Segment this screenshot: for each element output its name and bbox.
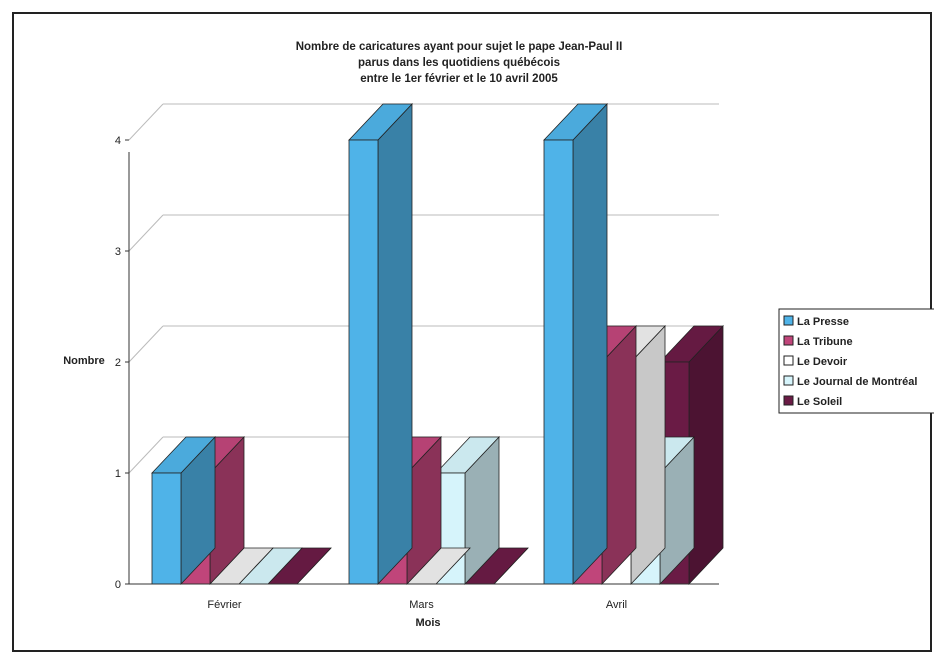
chart-frame: 0 1 2 3 4 Février Mars Avril Nombre de caricatu… [12,12,934,652]
legend-entry: La Presse [783,315,849,328]
y-axis-label: Nombre [63,355,105,367]
legend-swatch [783,335,794,346]
bar [348,102,413,586]
bar-front [543,139,574,585]
bar-front [348,139,379,585]
legend-label: Le Devoir [797,356,848,368]
legend-entry: La Tribune [783,335,853,348]
x-tick-label: Mars [409,599,434,611]
legend-entry: Le Journal de Montréal [783,375,917,388]
legend-swatch [783,355,794,366]
y-tick-label: 2 [115,357,121,369]
legend-entry: Le Devoir [783,355,848,368]
chart-title-line-1: Nombre de caricatures ayant pour sujet l… [296,41,623,53]
legend-label: La Tribune [797,336,853,348]
x-axis-label: Mois [415,617,440,629]
chart: 0 1 2 3 4 Février Mars Avril Nombre de caricatu… [63,41,934,629]
bar-front [151,472,182,585]
axes: 0 1 2 3 4 Février Mars Avril [115,135,719,611]
bar [543,102,608,586]
legend-label: Le Soleil [797,396,842,408]
bar [151,435,216,586]
bars [151,102,724,586]
x-tick-label: Avril [606,599,627,611]
x-tick-label: Février [207,599,242,611]
y-tick-label: 3 [115,246,121,258]
legend: La Presse La Tribune Le Devoir Le Journal d… [778,308,934,414]
legend-entry: Le Soleil [783,395,842,408]
gridline-depth [128,214,164,252]
gridline-depth [128,325,164,363]
bar-side [377,102,413,586]
legend-swatch [783,315,794,326]
chart-title-line-2: parus dans les quotidiens québécois [358,57,560,69]
bar-side [572,102,608,586]
legend-swatch [783,395,794,406]
y-tick-label: 4 [115,135,121,147]
y-tick-label: 0 [115,579,121,591]
gridline-depth [128,436,164,474]
legend-box [778,308,934,414]
y-tick-label: 1 [115,468,121,480]
gridline-depth [128,103,164,141]
legend-label: Le Journal de Montréal [797,376,917,388]
chart-title-line-3: entre le 1er février et le 10 avril 2005 [360,73,558,85]
legend-swatch [783,375,794,386]
legend-label: La Presse [797,316,849,328]
